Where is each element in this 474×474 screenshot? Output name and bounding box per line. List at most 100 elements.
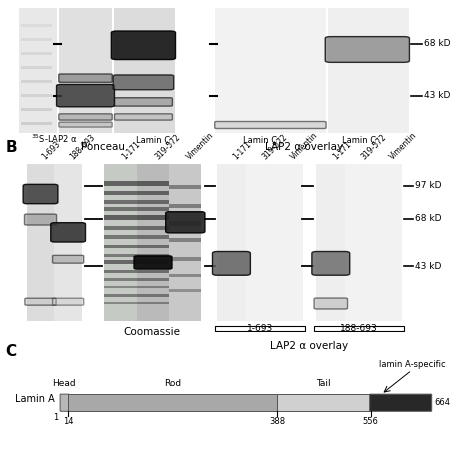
FancyBboxPatch shape	[56, 84, 114, 107]
Bar	[21, 80, 52, 83]
Bar	[114, 8, 174, 133]
Bar	[316, 164, 345, 321]
Text: 1-693: 1-693	[40, 139, 63, 161]
Bar	[104, 254, 137, 257]
Bar	[137, 191, 169, 195]
Bar	[137, 270, 169, 273]
Bar	[169, 185, 201, 190]
Bar	[275, 164, 303, 321]
Bar	[104, 302, 137, 304]
FancyBboxPatch shape	[314, 298, 347, 309]
Bar	[104, 191, 137, 195]
Text: 388: 388	[269, 417, 285, 426]
Text: 1-171: 1-171	[331, 139, 353, 161]
Bar	[217, 164, 246, 321]
Bar	[169, 274, 201, 277]
Text: 319-572: 319-572	[260, 132, 289, 161]
Bar	[104, 207, 137, 211]
FancyBboxPatch shape	[25, 214, 56, 225]
Bar	[27, 164, 55, 321]
Bar	[104, 270, 137, 273]
FancyBboxPatch shape	[370, 394, 432, 411]
Bar	[137, 286, 169, 288]
FancyBboxPatch shape	[325, 36, 410, 63]
FancyBboxPatch shape	[59, 114, 112, 120]
Text: 97 kD: 97 kD	[415, 182, 442, 190]
Bar	[104, 260, 137, 264]
Text: 1-171: 1-171	[231, 139, 253, 161]
FancyBboxPatch shape	[60, 394, 69, 411]
Bar	[21, 38, 52, 41]
Bar	[104, 164, 137, 321]
Bar	[137, 260, 169, 264]
Text: Vimentin: Vimentin	[185, 130, 216, 161]
FancyBboxPatch shape	[312, 252, 350, 275]
Bar	[68, 394, 277, 411]
FancyBboxPatch shape	[53, 255, 84, 263]
Bar	[137, 164, 169, 321]
Bar	[169, 221, 201, 226]
Bar	[314, 326, 404, 331]
Bar	[18, 8, 56, 133]
Text: B: B	[5, 140, 17, 155]
Bar	[169, 289, 201, 292]
FancyBboxPatch shape	[134, 256, 172, 269]
Bar	[137, 215, 169, 220]
Bar	[104, 245, 137, 248]
Text: Lamin C: Lamin C	[136, 136, 170, 145]
Bar	[21, 94, 52, 97]
Text: 188-693: 188-693	[340, 324, 378, 333]
FancyBboxPatch shape	[166, 212, 205, 233]
Bar	[104, 181, 137, 186]
Bar	[169, 164, 201, 321]
Bar	[137, 181, 169, 186]
Text: Lamin C: Lamin C	[342, 136, 376, 145]
Bar	[104, 226, 137, 229]
Text: Vimentin: Vimentin	[388, 130, 419, 161]
FancyBboxPatch shape	[25, 298, 56, 305]
Bar	[374, 164, 402, 321]
Text: $^{35}$S-LAP2 α: $^{35}$S-LAP2 α	[31, 132, 78, 145]
Text: C: C	[5, 344, 17, 359]
Bar	[169, 257, 201, 261]
Bar	[246, 164, 275, 321]
Bar	[104, 215, 137, 220]
Text: LAP2 α overlay: LAP2 α overlay	[265, 142, 343, 152]
Text: Tail: Tail	[317, 379, 331, 388]
Text: lamin A-specific: lamin A-specific	[379, 360, 445, 369]
Bar	[137, 278, 169, 281]
Text: 319-572: 319-572	[153, 132, 182, 161]
Bar	[21, 52, 52, 55]
Text: 319-572: 319-572	[360, 132, 389, 161]
FancyBboxPatch shape	[215, 121, 326, 128]
Text: 556: 556	[363, 417, 379, 426]
Bar	[215, 326, 305, 331]
Bar	[104, 294, 137, 297]
FancyBboxPatch shape	[51, 223, 85, 242]
Bar	[345, 164, 374, 321]
FancyBboxPatch shape	[53, 298, 84, 305]
FancyBboxPatch shape	[111, 31, 175, 60]
Text: 1-693: 1-693	[246, 324, 273, 333]
Text: Vimentin: Vimentin	[289, 130, 319, 161]
Bar	[169, 204, 201, 208]
Bar	[59, 8, 112, 133]
Text: 664: 664	[434, 398, 450, 407]
Bar	[137, 294, 169, 297]
FancyBboxPatch shape	[59, 74, 112, 82]
Bar	[104, 201, 137, 204]
Bar	[104, 278, 137, 281]
Text: 188-693: 188-693	[68, 132, 97, 161]
Text: 68 kD: 68 kD	[415, 214, 442, 223]
Bar	[137, 226, 169, 229]
Bar	[137, 207, 169, 211]
Text: 1-171: 1-171	[120, 139, 142, 161]
Text: 14: 14	[63, 417, 73, 426]
Bar	[137, 245, 169, 248]
Bar	[55, 164, 82, 321]
Bar	[104, 286, 137, 288]
FancyBboxPatch shape	[59, 122, 112, 127]
Bar	[328, 8, 409, 133]
Bar	[21, 66, 52, 69]
Text: Rod: Rod	[164, 379, 181, 388]
